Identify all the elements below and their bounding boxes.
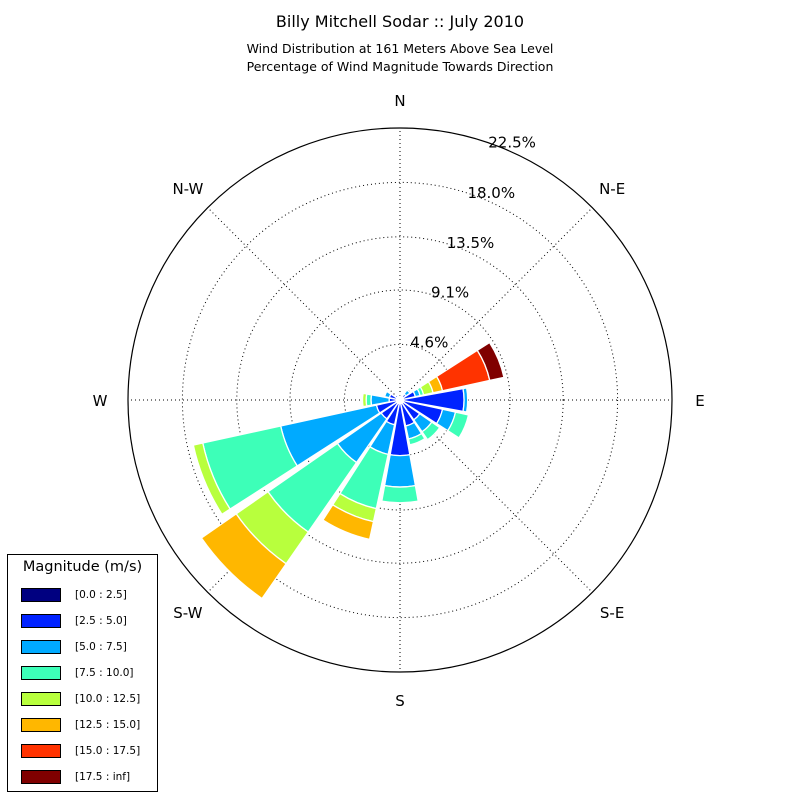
legend: Magnitude (m/s) [0.0 : 2.5] [2.5 : 5.0] [5… [7, 554, 158, 792]
chart-title: Billy Mitchell Sodar :: July 2010 [275, 12, 525, 31]
legend-label: [7.5 : 10.0] [75, 667, 134, 679]
bar-segment-dir9-bin5 [322, 503, 375, 541]
legend-label: [12.5 : 15.0] [75, 719, 141, 731]
grid-spoke [207, 207, 401, 401]
chart-subtitle-line-2: Percentage of Wind Magnitude Towards Dir… [246, 59, 554, 74]
direction-label-s-e: S-E [600, 604, 624, 622]
bar-segment-dir14-bin1 [394, 394, 399, 399]
bar-segment-dir7-bin3 [407, 432, 426, 446]
legend-label: [17.5 : inf] [75, 771, 131, 783]
legend-swatch [21, 692, 61, 706]
direction-label-e: E [695, 392, 704, 410]
legend-title: Magnitude (m/s) [22, 559, 143, 575]
legend-swatch [21, 640, 61, 654]
direction-label-w: W [93, 392, 108, 410]
radial-tick-label: 4.6% [410, 334, 448, 352]
bar-segment-dir3-bin7 [476, 341, 505, 382]
legend-item: [10.0 : 12.5] [8, 686, 157, 712]
grid-spoke [399, 207, 593, 401]
grid-ring-2 [236, 236, 564, 564]
legend-label: [0.0 : 2.5] [75, 589, 127, 601]
legend-swatch [21, 744, 61, 758]
direction-label-s: S [395, 692, 405, 710]
outer-circle [127, 127, 673, 673]
radial-tick-label: 18.0% [467, 184, 515, 202]
bar-segment-dir12-bin4 [361, 392, 368, 408]
direction-label-n: N [394, 92, 405, 110]
bar-segment-dir11-bin4 [192, 442, 232, 516]
legend-label: [10.0 : 12.5] [75, 693, 141, 705]
legend-label: [2.5 : 5.0] [75, 615, 127, 627]
chart-subtitle-line-1: Wind Distribution at 161 Meters Above Se… [246, 41, 554, 56]
legend-swatch [21, 666, 61, 680]
grid-spoke [399, 399, 593, 593]
legend-item: [2.5 : 5.0] [8, 608, 157, 634]
legend-swatch [21, 770, 61, 784]
direction-label-s-w: S-W [173, 604, 202, 622]
legend-item: [17.5 : inf] [8, 764, 157, 790]
legend-swatch [21, 718, 61, 732]
bar-segment-dir6-bin3 [421, 421, 441, 441]
legend-swatch [21, 588, 61, 602]
legend-item: [0.0 : 2.5] [8, 582, 157, 608]
legend-item: [5.0 : 7.5] [8, 634, 157, 660]
direction-label-n-w: N-W [172, 180, 203, 198]
radial-tick-label: 22.5% [488, 134, 536, 152]
bar-segment-dir10-bin5 [200, 512, 288, 600]
direction-label-n-e: N-E [599, 180, 625, 198]
legend-item: [12.5 : 15.0] [8, 712, 157, 738]
legend-swatch [21, 614, 61, 628]
legend-label: [5.0 : 7.5] [75, 641, 127, 653]
bar-segment-dir15-bin1 [397, 395, 401, 399]
legend-item: [15.0 : 17.5] [8, 738, 157, 764]
legend-item: [7.5 : 10.0] [8, 660, 157, 686]
bar-segment-dir13-bin2 [383, 390, 392, 399]
grid-ring-3 [181, 181, 619, 619]
bar-segment-dir4-bin2 [462, 387, 469, 413]
grid-ring-1 [289, 289, 511, 511]
bar-segment-dir8-bin3 [381, 484, 419, 504]
radial-tick-label: 13.5% [447, 234, 495, 252]
bar-segment-dir5-bin3 [446, 411, 470, 439]
radial-tick-label: 9.1% [431, 283, 469, 301]
bar-segment-dir8-bin2 [383, 453, 417, 488]
legend-label: [15.0 : 17.5] [75, 745, 141, 757]
